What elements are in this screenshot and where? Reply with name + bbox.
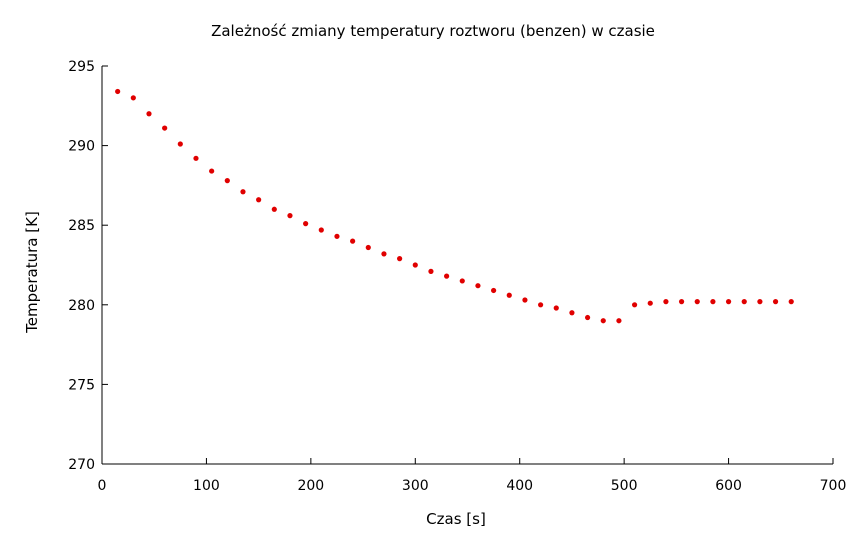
- y-tick-label: 295: [68, 59, 95, 75]
- data-point: [741, 299, 747, 305]
- y-tick-label: 275: [68, 377, 95, 393]
- x-tick-label: 0: [98, 478, 107, 494]
- data-point: [193, 155, 199, 161]
- data-point: [240, 189, 246, 195]
- data-point: [772, 299, 779, 305]
- y-ticks: 270 275 280 285 290 295: [68, 59, 108, 473]
- data-point: [146, 111, 152, 117]
- data-point: [365, 244, 371, 251]
- data-point: [162, 125, 168, 131]
- data-point: [710, 299, 716, 305]
- y-tick-label: 280: [68, 298, 95, 314]
- data-point: [444, 273, 450, 279]
- x-tick-label: 300: [402, 478, 429, 494]
- data-point: [334, 233, 340, 239]
- data-point: [553, 305, 559, 311]
- x-axis-label: Czas [s]: [426, 510, 486, 528]
- data-point: [177, 141, 183, 147]
- data-point: [725, 299, 732, 305]
- x-tick-label: 500: [611, 478, 638, 494]
- data-point: [694, 299, 700, 305]
- data-point: [397, 256, 403, 262]
- data-point: [663, 299, 669, 305]
- data-point: [412, 262, 418, 268]
- data-point: [788, 299, 794, 305]
- y-tick-label: 285: [68, 218, 95, 234]
- data-point: [491, 287, 497, 294]
- plot-area: 0 100 200 300 400 500 600 700 270 275 280 285 290 29…: [68, 59, 846, 494]
- y-axis-label: Temperatura [K]: [23, 211, 41, 334]
- data-points: [115, 88, 794, 324]
- data-point: [678, 299, 685, 305]
- data-point: [271, 206, 277, 212]
- data-point: [287, 213, 293, 219]
- chart-title: Zależność zmiany temperatury roztworu (b…: [211, 22, 655, 40]
- y-tick-label: 270: [68, 457, 95, 473]
- y-tick-label: 290: [68, 139, 95, 155]
- data-point: [616, 318, 622, 324]
- data-point: [475, 283, 481, 289]
- data-point: [538, 302, 544, 308]
- data-point: [506, 292, 512, 298]
- data-point: [381, 251, 387, 257]
- data-point: [522, 297, 528, 303]
- data-point: [303, 221, 309, 227]
- data-point: [209, 168, 215, 174]
- x-tick-label: 700: [820, 478, 847, 494]
- data-point: [256, 197, 262, 203]
- data-point: [569, 310, 575, 316]
- data-point: [584, 314, 591, 321]
- data-point: [600, 318, 606, 324]
- data-point: [350, 238, 356, 244]
- x-tick-label: 600: [715, 478, 742, 494]
- data-point: [757, 299, 763, 305]
- data-point: [647, 300, 653, 306]
- data-point: [459, 278, 465, 284]
- data-point: [115, 88, 121, 95]
- x-tick-label: 200: [297, 478, 324, 494]
- x-ticks: 0 100 200 300 400 500 600 700: [98, 458, 847, 494]
- data-point: [428, 268, 434, 274]
- data-point: [130, 95, 136, 101]
- data-point: [318, 227, 324, 233]
- data-point: [631, 302, 638, 308]
- data-point: [224, 178, 230, 184]
- x-tick-label: 100: [193, 478, 220, 494]
- x-tick-label: 400: [506, 478, 533, 494]
